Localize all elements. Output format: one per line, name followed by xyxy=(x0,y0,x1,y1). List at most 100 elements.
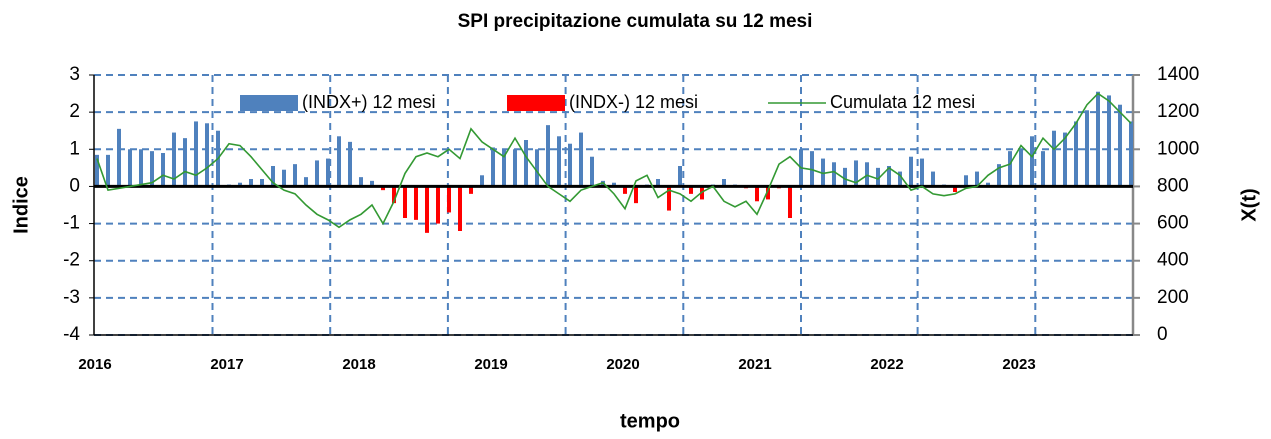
bar xyxy=(689,186,693,194)
bar xyxy=(920,158,924,187)
bar xyxy=(656,179,660,187)
bar xyxy=(1041,151,1045,187)
bar xyxy=(579,132,583,187)
x-tick-label: 2016 xyxy=(78,356,111,373)
bar xyxy=(975,171,979,187)
bar xyxy=(854,160,858,187)
bar xyxy=(931,171,935,187)
bar xyxy=(414,186,418,220)
bar xyxy=(1052,130,1056,187)
x-tick-label: 2017 xyxy=(210,356,243,373)
bar xyxy=(964,175,968,187)
bar xyxy=(282,169,286,187)
y-tick-label: -4 xyxy=(63,324,80,345)
bar xyxy=(667,186,671,211)
bar xyxy=(832,162,836,187)
bar xyxy=(315,160,319,187)
x-tick-label: 2022 xyxy=(870,356,903,373)
bar xyxy=(271,166,275,187)
bar xyxy=(678,166,682,187)
y2-tick-label: 200 xyxy=(1157,287,1189,308)
bar xyxy=(260,179,264,187)
bar xyxy=(568,143,572,187)
bar xyxy=(997,164,1001,187)
legend-label: (INDX+) 12 mesi xyxy=(302,92,436,112)
bar xyxy=(887,166,891,187)
bar xyxy=(1008,151,1012,187)
bar xyxy=(337,136,341,187)
legend-swatch xyxy=(507,95,565,111)
bar xyxy=(755,186,759,202)
x-tick-label: 2021 xyxy=(738,356,771,373)
bar xyxy=(194,121,198,187)
bar xyxy=(381,186,385,191)
x-tick-label: 2018 xyxy=(342,356,375,373)
bar xyxy=(612,182,616,187)
y2-tick-label: 0 xyxy=(1157,324,1168,345)
bar xyxy=(480,175,484,187)
bar xyxy=(590,156,594,187)
x-tick-label: 2020 xyxy=(606,356,639,373)
bar xyxy=(546,125,550,187)
bar xyxy=(293,164,297,187)
bar xyxy=(425,186,429,233)
y-tick-label: 2 xyxy=(69,101,80,122)
y2-axis-label: X(t) xyxy=(1238,188,1260,221)
bar xyxy=(106,154,110,187)
bar xyxy=(128,149,132,187)
bar xyxy=(876,167,880,187)
legend-swatch xyxy=(240,95,298,111)
bar xyxy=(843,167,847,187)
bar xyxy=(183,138,187,187)
y-tick-label: -1 xyxy=(63,213,80,234)
legend-label: (INDX-) 12 mesi xyxy=(569,92,698,112)
bar xyxy=(403,186,407,218)
bar xyxy=(766,186,770,200)
bar xyxy=(502,149,506,187)
bar xyxy=(392,186,396,204)
bar xyxy=(447,186,451,213)
bar xyxy=(1074,121,1078,187)
x-axis-label: tempo xyxy=(620,410,680,432)
bar xyxy=(634,186,638,204)
y2-tick-label: 1000 xyxy=(1157,138,1199,159)
y-tick-label: 0 xyxy=(69,175,80,196)
bar xyxy=(524,140,528,187)
bar xyxy=(1118,104,1122,187)
y-tick-label: 1 xyxy=(69,138,80,159)
bar xyxy=(326,158,330,187)
bar xyxy=(238,182,242,187)
bar xyxy=(150,151,154,187)
bar xyxy=(535,149,539,187)
bar xyxy=(469,186,473,194)
bar xyxy=(557,136,561,187)
bar xyxy=(458,186,462,231)
x-tick-label: 2023 xyxy=(1002,356,1035,373)
bar xyxy=(821,158,825,187)
y2-tick-label: 1200 xyxy=(1157,101,1199,122)
bar xyxy=(623,186,627,194)
y-axis-label: Indice xyxy=(10,176,32,234)
bar xyxy=(1107,95,1111,187)
bar xyxy=(139,149,143,187)
bar xyxy=(986,182,990,187)
y2-tick-label: 600 xyxy=(1157,213,1189,234)
bar xyxy=(810,151,814,187)
bar xyxy=(1085,110,1089,187)
x-tick-label: 2019 xyxy=(474,356,507,373)
bar xyxy=(1063,132,1067,187)
bar xyxy=(788,186,792,218)
bar xyxy=(304,177,308,187)
bar xyxy=(722,179,726,187)
bar xyxy=(370,180,374,187)
bar xyxy=(205,123,209,187)
bar xyxy=(865,162,869,187)
bar xyxy=(117,128,121,187)
y-tick-label: -3 xyxy=(63,287,80,308)
bar xyxy=(953,186,957,192)
bar xyxy=(436,186,440,224)
bar xyxy=(95,154,99,187)
bar xyxy=(249,179,253,187)
bar xyxy=(1019,149,1023,187)
